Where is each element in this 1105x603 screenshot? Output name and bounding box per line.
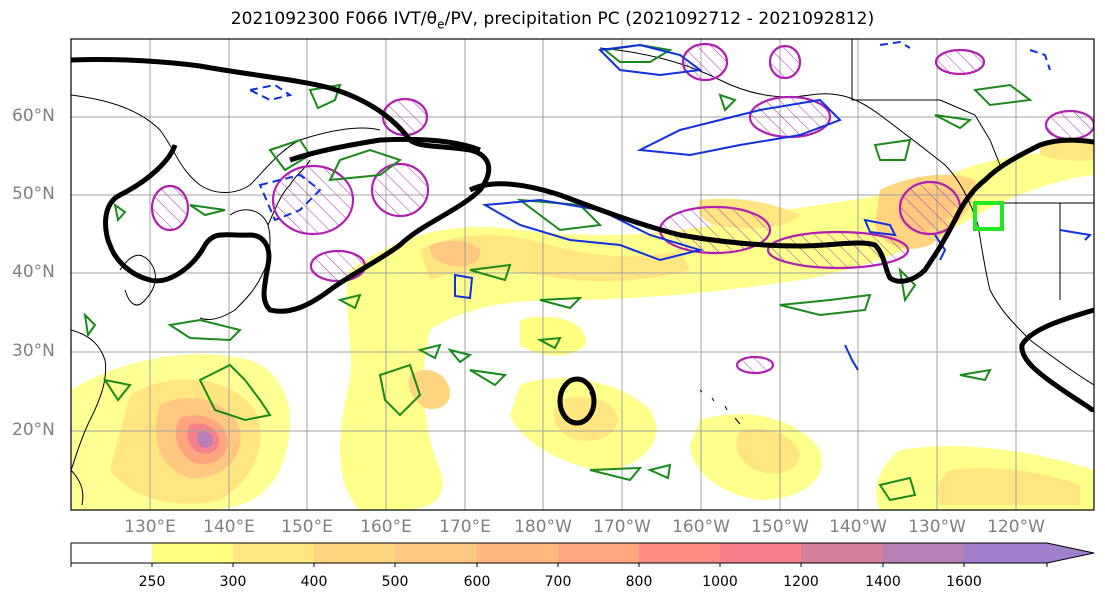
colorbar-tick-label: 800 (625, 574, 653, 590)
lon-label-150w: 150°W (751, 517, 809, 537)
colorbar-segment (720, 543, 801, 563)
lon-label-170w: 170°W (593, 517, 651, 537)
map-title: 2021092300 F066 IVT/θe/PV, precipitation… (230, 9, 875, 32)
lat-label-20n: 20°N (12, 420, 55, 440)
colorbar-segment (639, 543, 720, 563)
lon-label-170e: 170°E (439, 517, 491, 537)
colorbar (70, 542, 1095, 567)
colorbar-tick-label: 1400 (865, 574, 901, 590)
ivt-contours (246, 40, 1093, 403)
lat-label-30n: 30°N (12, 341, 55, 361)
colorbar-tick-label: 250 (138, 574, 166, 590)
lat-label-40n: 40°N (12, 262, 55, 282)
lon-label-130e: 130°E (124, 517, 176, 537)
colorbar-segment (558, 543, 639, 563)
colorbar-segment (233, 543, 314, 563)
pv-2pvu-contours (71, 56, 1094, 426)
lon-label-130w: 130°W (908, 517, 966, 537)
lon-label-140w: 140°W (829, 517, 887, 537)
lat-label-50n: 50°N (12, 184, 55, 204)
colorbar-segment (314, 543, 395, 563)
colorbar-tick-label: 400 (300, 574, 328, 590)
target-box-marker (973, 201, 1004, 231)
lon-label-120w: 120°W (987, 517, 1045, 537)
colorbar-segment (964, 543, 1094, 563)
colorbar-segment (801, 543, 883, 563)
coastlines (71, 39, 1094, 506)
colorbar-segment (71, 543, 152, 563)
colorbar-tick-label: 700 (544, 574, 572, 590)
colorbar-segment (883, 543, 964, 563)
colorbar-segment (152, 543, 233, 563)
lon-label-150e: 150°E (281, 517, 333, 537)
theta-e-contours (83, 43, 1033, 502)
colorbar-tick-label: 1000 (702, 574, 738, 590)
colorbar-tick-label: 500 (381, 574, 409, 590)
colorbar-tick-label: 1600 (946, 574, 982, 590)
lon-label-180w: 180°W (514, 517, 572, 537)
lon-label-160w: 160°W (672, 517, 730, 537)
colorbar-tick-label: 600 (463, 574, 491, 590)
colorbar-segment (477, 543, 558, 563)
pv-contours (150, 42, 1094, 375)
lon-label-140e: 140°E (203, 517, 255, 537)
colorbar-tick-label: 300 (219, 574, 247, 590)
lat-label-60n: 60°N (12, 106, 55, 126)
colorbar-tick-label: 1200 (783, 574, 819, 590)
map-frame (70, 38, 1095, 511)
colorbar-segment (395, 543, 477, 563)
lon-label-160e: 160°E (360, 517, 412, 537)
graticule (71, 39, 1094, 510)
